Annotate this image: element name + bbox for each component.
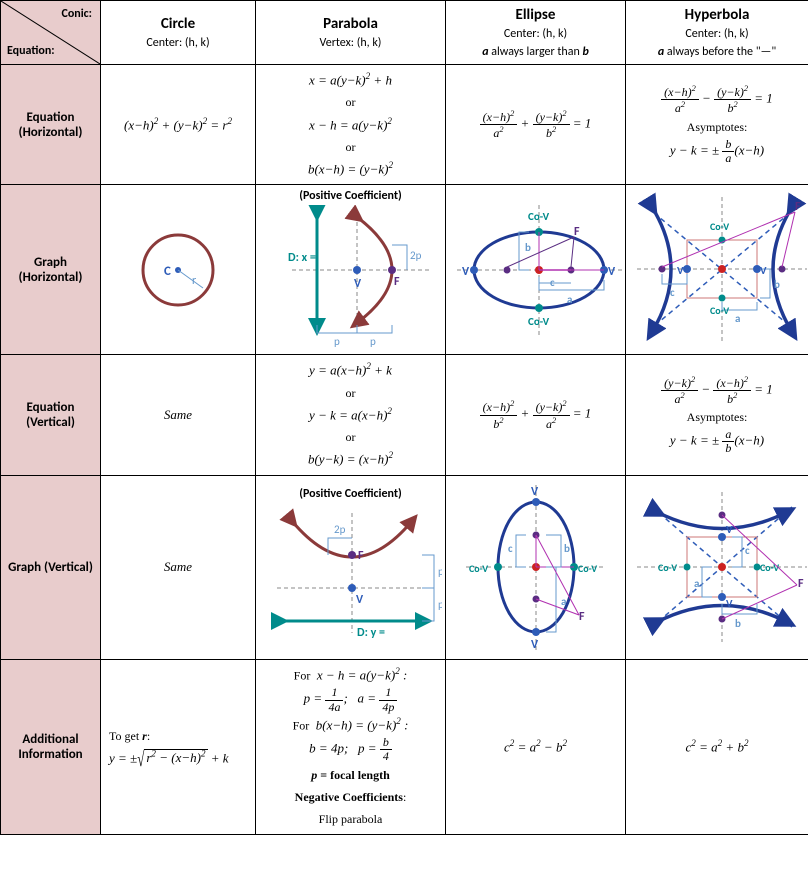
- ellipse-eqV: (x−h)2b2 + (y−k)2a2 = 1: [446, 355, 626, 475]
- svg-text:Co-V: Co-V: [658, 561, 677, 574]
- col-circle: CircleCenter: (h, k): [101, 1, 256, 65]
- svg-text:a: a: [567, 293, 572, 306]
- circle-eqH: (x−h)2 + (y−k)2 = r2: [101, 65, 256, 185]
- ellipse-grH: V V Co-V Co-V F b a c: [446, 185, 626, 355]
- col-parabola: ParabolaVertex: (h, k): [256, 1, 446, 65]
- parabola-grH: (Positive Coefficient) D: x = V F 2p p p: [256, 185, 446, 355]
- circle-grV: Same: [101, 475, 256, 659]
- circle-grH: C r: [101, 185, 256, 355]
- rowhead-eqH: Equation (Horizontal): [1, 65, 101, 185]
- row-additional: Additional Information To get r: y = ±√r…: [1, 659, 808, 834]
- svg-text:b: b: [774, 278, 780, 291]
- svg-text:r: r: [192, 274, 196, 288]
- svg-text:V: V: [531, 485, 539, 499]
- svg-text:2p: 2p: [410, 249, 422, 262]
- parabola-grV: (Positive Coefficient) V F 2p p p D: y =: [256, 475, 446, 659]
- svg-text:D: y =: D: y =: [357, 626, 385, 640]
- rowhead-eqV: Equation (Vertical): [1, 355, 101, 475]
- rowhead-grH: Graph (Horizontal): [1, 185, 101, 355]
- svg-text:Co-V: Co-V: [710, 220, 729, 233]
- svg-text:b: b: [564, 542, 570, 555]
- svg-text:V: V: [760, 264, 767, 277]
- parabola-eqH: x = a(y−k)2 + hor x − h = a(y−k)2or b(x−…: [256, 65, 446, 185]
- row-eq-horizontal: Equation (Horizontal) (x−h)2 + (y−k)2 = …: [1, 65, 808, 185]
- row-graph-vertical: Graph (Vertical) Same (Positive Coeffici…: [1, 475, 808, 659]
- col-hyperbola: HyperbolaCenter: (h, k) a always before …: [626, 1, 808, 65]
- svg-text:C: C: [164, 264, 171, 279]
- hyperbola-grV: V V Co-V Co-V F a b c: [626, 475, 808, 659]
- ellipse-add: c2 = a2 − b2: [446, 659, 626, 834]
- hyperbola-eqV: (y−k)2a2 − (x−h)2b2 = 1 Asymptotes: y − …: [626, 355, 808, 475]
- parabola-add: For x − h = a(y−k)2 : p = 14a; a = 14p F…: [256, 659, 446, 834]
- ellipse-graph-h: V V Co-V Co-V F b a c: [452, 195, 627, 345]
- svg-text:c: c: [745, 544, 750, 557]
- svg-text:a: a: [735, 312, 740, 325]
- hyperbola-graph-v: V V Co-V Co-V F a b c: [632, 487, 808, 647]
- svg-text:c: c: [550, 276, 555, 289]
- svg-text:V: V: [677, 264, 684, 277]
- hyperbola-add: c2 = a2 + b2: [626, 659, 808, 834]
- hyperbola-graph-h: V V Co-V Co-V F a b c: [632, 192, 808, 347]
- header-row: Conic: Equation: CircleCenter: (h, k) Pa…: [1, 1, 808, 65]
- circle-add: To get r: y = ±√r2 − (x−h)2 + k: [101, 659, 256, 834]
- rowhead-grV: Graph (Vertical): [1, 475, 101, 659]
- svg-text:V: V: [356, 593, 364, 607]
- circle-graph-h: C r: [118, 210, 238, 330]
- hyperbola-eqH: (x−h)2a2 − (y−k)2b2 = 1 Asymptotes: y − …: [626, 65, 808, 185]
- svg-text:p: p: [370, 335, 376, 348]
- svg-text:F: F: [795, 200, 801, 214]
- svg-text:F: F: [358, 549, 364, 563]
- svg-text:V: V: [531, 638, 539, 652]
- rowhead-add: Additional Information: [1, 659, 101, 834]
- svg-text:Co-V: Co-V: [528, 315, 550, 328]
- svg-text:V: V: [726, 597, 733, 610]
- svg-text:p: p: [438, 598, 442, 611]
- svg-text:F: F: [579, 610, 585, 624]
- svg-text:p: p: [334, 335, 340, 348]
- hyperbola-grH: V V Co-V Co-V F a b c: [626, 185, 808, 355]
- svg-text:p: p: [438, 565, 442, 578]
- parabola-graph-v: V F 2p p p D: y =: [262, 503, 442, 648]
- svg-text:V: V: [354, 277, 362, 291]
- svg-text:a: a: [561, 595, 566, 608]
- svg-text:F: F: [798, 577, 804, 591]
- svg-text:Co-V: Co-V: [528, 210, 550, 223]
- svg-text:c: c: [670, 286, 675, 299]
- svg-text:Co-V: Co-V: [760, 561, 779, 574]
- svg-text:a: a: [694, 577, 699, 590]
- svg-text:Co-V: Co-V: [710, 304, 729, 317]
- svg-text:b: b: [525, 241, 531, 254]
- parabola-eqV: y = a(x−h)2 + kor y − k = a(x−h)2or b(y−…: [256, 355, 446, 475]
- corner-top: Conic:: [61, 7, 92, 21]
- svg-text:F: F: [574, 225, 580, 239]
- ellipse-grV: V V Co-V Co-V F b c a: [446, 475, 626, 659]
- circle-eqV: Same: [101, 355, 256, 475]
- col-ellipse: EllipseCenter: (h, k) a always larger th…: [446, 1, 626, 65]
- svg-text:b: b: [735, 617, 741, 630]
- svg-text:V: V: [462, 265, 470, 279]
- svg-text:Co-V: Co-V: [469, 562, 488, 575]
- parabola-graph-h: D: x = V F 2p p p: [262, 205, 442, 350]
- svg-text:Co-V: Co-V: [578, 562, 597, 575]
- row-graph-horizontal: Graph (Horizontal) C r (Positive Coeffic…: [1, 185, 808, 355]
- ellipse-eqH: (x−h)2a2 + (y−k)2b2 = 1: [446, 65, 626, 185]
- svg-text:2p: 2p: [334, 523, 346, 536]
- corner-cell: Conic: Equation:: [1, 1, 101, 65]
- row-eq-vertical: Equation (Vertical) Same y = a(x−h)2 + k…: [1, 355, 808, 475]
- svg-text:D: x =: D: x =: [288, 251, 316, 265]
- svg-text:F: F: [394, 275, 400, 289]
- ellipse-graph-v: V V Co-V Co-V F b c a: [461, 480, 611, 655]
- conics-table: Conic: Equation: CircleCenter: (h, k) Pa…: [0, 0, 808, 835]
- svg-text:c: c: [508, 542, 513, 555]
- corner-bottom: Equation:: [7, 44, 55, 58]
- svg-text:V: V: [608, 265, 616, 279]
